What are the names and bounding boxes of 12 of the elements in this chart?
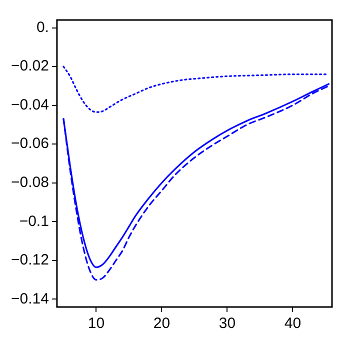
x-tick-label: 40 — [284, 315, 302, 332]
y-tick-label: −0.14 — [10, 290, 49, 308]
x-tick-label: 30 — [218, 315, 236, 332]
y-tick-label: −0.04 — [10, 96, 49, 114]
x-tick-label: 10 — [88, 315, 105, 332]
y-tick-label: −0.1 — [19, 212, 49, 230]
y-tick-label: −0.02 — [10, 58, 49, 75]
y-tick-label: −0.12 — [10, 252, 49, 269]
y-tick-label: 0. — [36, 18, 49, 36]
x-tick-label: 20 — [153, 315, 170, 332]
y-tick-label: −0.06 — [10, 135, 49, 152]
y-tick-label: −0.08 — [10, 174, 49, 192]
